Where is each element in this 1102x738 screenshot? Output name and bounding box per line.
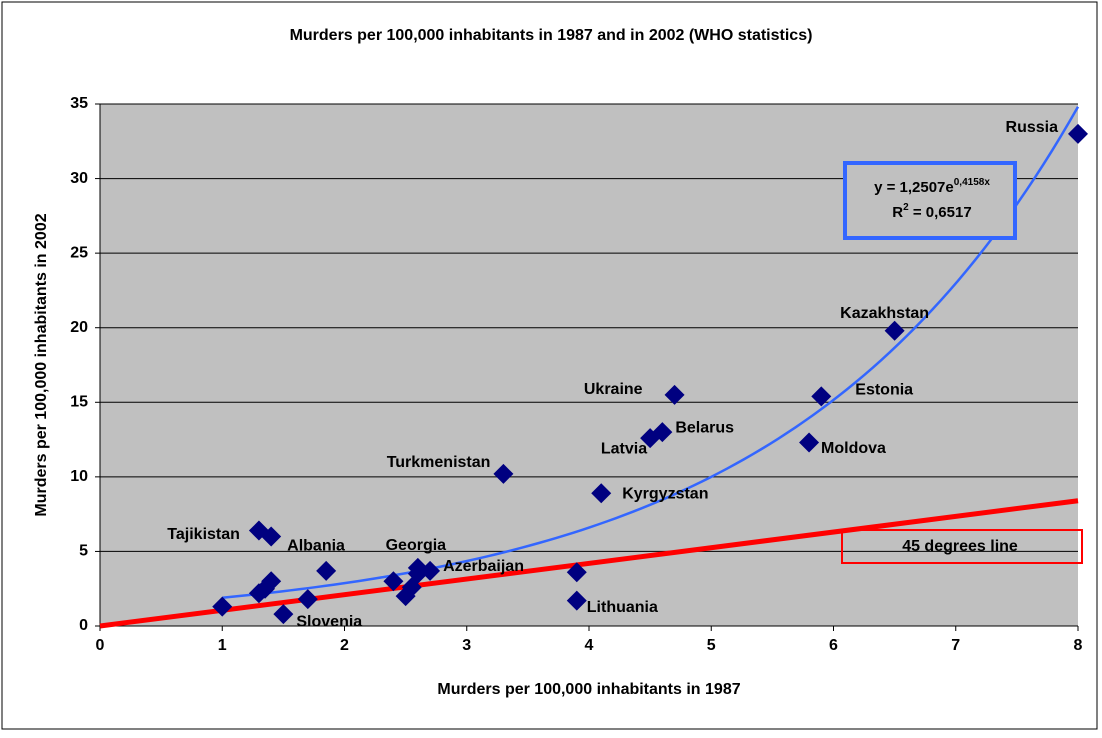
equation-base: y = 1,2507e <box>874 179 954 196</box>
data-point <box>261 526 282 547</box>
data-point <box>261 571 282 592</box>
point-label: Slovenia <box>296 613 362 630</box>
data-point <box>566 590 587 611</box>
y-tick-label: 25 <box>70 244 88 261</box>
data-point <box>664 384 685 405</box>
x-tick-label: 3 <box>462 637 471 654</box>
trend-equation: y = 1,2507e0,4158x <box>874 177 990 196</box>
data-point <box>297 589 318 610</box>
data-point <box>884 320 905 341</box>
x-tick-label: 8 <box>1074 637 1083 654</box>
trend-r2: R2 = 0,6517 <box>892 202 971 221</box>
point-label: Ukraine <box>584 381 643 398</box>
point-label: Moldova <box>821 440 886 457</box>
trendline <box>222 106 1080 599</box>
data-point <box>811 386 832 407</box>
point-label: Estonia <box>855 382 913 399</box>
reference-label: 45 degrees line <box>902 538 1018 555</box>
y-tick-label: 15 <box>70 394 88 411</box>
point-label: Georgia <box>386 537 447 554</box>
x-tick-label: 5 <box>707 637 716 654</box>
data-point <box>566 562 587 583</box>
y-tick-label: 0 <box>79 617 88 634</box>
x-tick-label: 7 <box>951 637 960 654</box>
x-tick-label: 1 <box>218 637 227 654</box>
point-label: Latvia <box>601 440 647 457</box>
data-point <box>493 463 514 484</box>
y-tick-label: 5 <box>79 543 88 560</box>
y-tick-label: 30 <box>70 170 88 187</box>
equation-exponent: 0,4158x <box>954 177 991 188</box>
data-point <box>383 571 404 592</box>
r2-base: R <box>892 204 903 221</box>
point-label: Russia <box>1006 119 1059 136</box>
chart-title: Murders per 100,000 inhabitants in 1987 … <box>290 27 813 44</box>
point-label: Kazakhstan <box>840 305 929 322</box>
y-tick-label: 35 <box>70 95 88 112</box>
point-label: Turkmenistan <box>387 454 491 471</box>
reference-line <box>99 498 1079 629</box>
point-label: Kyrgyzstan <box>622 485 708 502</box>
x-tick-label: 4 <box>585 637 594 654</box>
data-point <box>640 428 661 449</box>
data-point <box>591 483 612 504</box>
y-tick-label: 20 <box>70 319 88 336</box>
data-point <box>212 596 233 617</box>
point-label: Belarus <box>675 419 734 436</box>
y-tick-label: 10 <box>70 468 88 485</box>
reference-label-box <box>841 529 1083 564</box>
x-tick-label: 2 <box>340 637 349 654</box>
x-axis-label: Murders per 100,000 inhabitants in 1987 <box>437 681 740 698</box>
point-label: Lithuania <box>587 599 658 616</box>
data-point <box>273 604 294 625</box>
x-tick-label: 0 <box>96 637 105 654</box>
data-point <box>407 563 428 584</box>
equation-box <box>843 161 1017 240</box>
point-label: Azerbaijan <box>443 558 524 575</box>
r2-exponent: 2 <box>903 202 909 213</box>
y-axis-label: Murders per 100,000 inhabitants in 2002 <box>33 213 50 516</box>
data-point <box>799 432 820 453</box>
x-tick-label: 6 <box>829 637 838 654</box>
data-point <box>316 560 337 581</box>
r2-rest: = 0,6517 <box>909 204 972 221</box>
data-point <box>1068 123 1088 144</box>
point-label: Albania <box>287 538 345 555</box>
point-label: Tajikistan <box>167 526 240 543</box>
